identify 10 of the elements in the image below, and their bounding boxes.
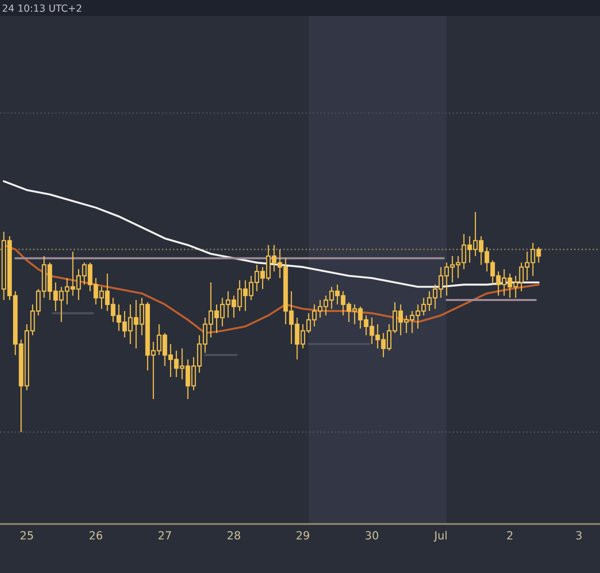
x-tick-label: 3 xyxy=(576,531,582,540)
x-tick-label: 27 xyxy=(158,531,171,540)
x-tick-label: 28 xyxy=(228,531,240,540)
x-tick-label: 2 xyxy=(507,531,512,540)
x-tick-label: 25 xyxy=(20,531,33,540)
x-tick-label: Jul xyxy=(434,530,447,542)
x-tick-label: 29 xyxy=(296,531,310,540)
text: 24 10:13 UTC+2 xyxy=(2,4,82,12)
x-tick-label: 30 xyxy=(366,531,378,540)
x-tick-label: 26 xyxy=(90,531,102,540)
